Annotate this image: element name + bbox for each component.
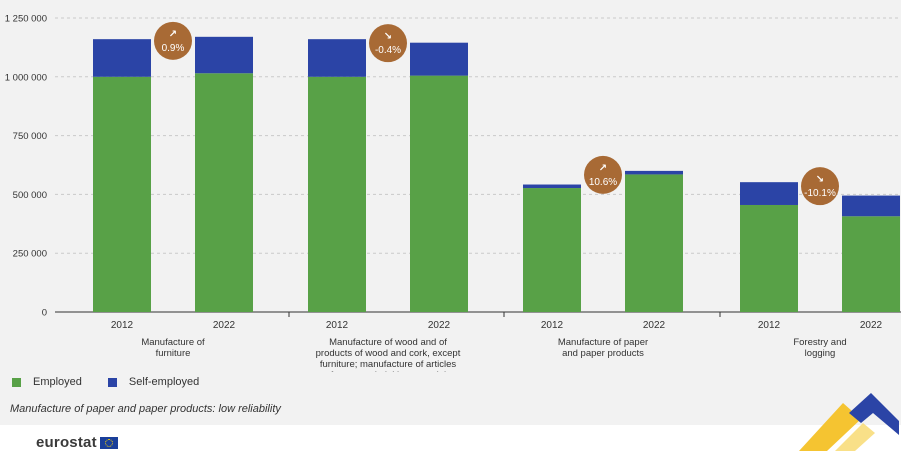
category-label: Manufacture of paper <box>558 337 648 348</box>
x-tick-label: 2022 <box>643 320 666 331</box>
bar-self-employed <box>308 39 366 77</box>
chart-area: 0 250 000 500 000 750 000 1 000 000 1 250 000… <box>0 0 901 425</box>
category-label: of straw and plaiting materials <box>325 370 451 372</box>
legend-label-self-employed: Self-employed <box>128 376 200 388</box>
x-tick-label: 2022 <box>428 320 451 331</box>
y-tick-label: 1 250 000 <box>5 14 47 25</box>
category-label: furniture <box>156 348 191 359</box>
decorative-chevron-icon <box>799 393 899 451</box>
arrow-down-right-icon: ↘ <box>384 31 392 42</box>
legend-swatch-employed <box>12 377 21 387</box>
category-label: furniture; manufacture of articles <box>320 359 456 370</box>
change-badge <box>801 167 839 206</box>
x-tick-label: 2012 <box>111 320 134 331</box>
legend-swatch-self-employed <box>107 377 117 387</box>
category-label: products of wood and cork, except <box>316 348 461 359</box>
bar-self-employed <box>625 170 683 175</box>
bar-self-employed <box>842 195 900 217</box>
category-label: Forestry and <box>793 337 846 348</box>
category-label: logging <box>805 348 836 359</box>
change-value: 10.6% <box>589 177 617 188</box>
x-tick-label: 2022 <box>860 320 883 331</box>
bar-self-employed <box>410 42 468 76</box>
bar-employed <box>523 188 581 312</box>
x-tick-label: 2022 <box>213 320 236 331</box>
legend-label-employed: Employed <box>33 376 82 388</box>
category-label: Manufacture of <box>141 337 205 348</box>
legend: Employed Self-employed <box>12 376 225 388</box>
reliability-note: Manufacture of paper and paper products:… <box>10 403 281 415</box>
x-tick-label: 2012 <box>326 320 349 331</box>
change-value: 0.9% <box>162 43 185 54</box>
eu-flag-icon <box>99 436 118 449</box>
bar-employed <box>842 216 900 312</box>
bar-employed <box>93 76 151 312</box>
bar-self-employed <box>523 184 581 189</box>
category-label: Manufacture of wood and of <box>329 337 447 348</box>
change-value: -10.1% <box>804 188 836 199</box>
change-badge <box>154 21 192 60</box>
bar-employed <box>740 204 798 312</box>
y-tick-label: 750 000 <box>13 131 47 142</box>
eurostat-logo: eurostat <box>36 434 118 451</box>
y-tick-label: 250 000 <box>13 249 47 260</box>
category-label: and paper products <box>562 348 644 359</box>
arrow-down-right-icon: ↘ <box>816 174 824 185</box>
y-tick-label: 500 000 <box>13 190 47 201</box>
bar-self-employed <box>93 39 151 77</box>
x-tick-label: 2012 <box>541 320 564 331</box>
y-tick-label: 0 <box>42 308 47 319</box>
bar-employed <box>195 73 253 312</box>
arrow-up-right-icon: ↗ <box>599 163 607 174</box>
x-tick-label: 2012 <box>758 320 781 331</box>
bar-employed <box>308 76 366 312</box>
y-tick-label: 1 000 000 <box>5 72 47 83</box>
legend-item-employed: Employed <box>12 376 82 388</box>
change-badge <box>584 155 622 194</box>
bar-employed <box>410 75 468 313</box>
legend-item-self-employed: Self-employed <box>107 376 200 388</box>
bar-self-employed <box>740 182 798 205</box>
stacked-bar-chart: 0 250 000 500 000 750 000 1 000 000 1 250 000… <box>5 14 901 381</box>
change-badge <box>369 24 407 63</box>
arrow-up-right-icon: ↗ <box>169 29 177 40</box>
bar-employed <box>625 174 683 312</box>
change-value: -0.4% <box>375 45 401 56</box>
bar-self-employed <box>195 36 253 74</box>
logo-text: eurostat <box>36 434 97 451</box>
